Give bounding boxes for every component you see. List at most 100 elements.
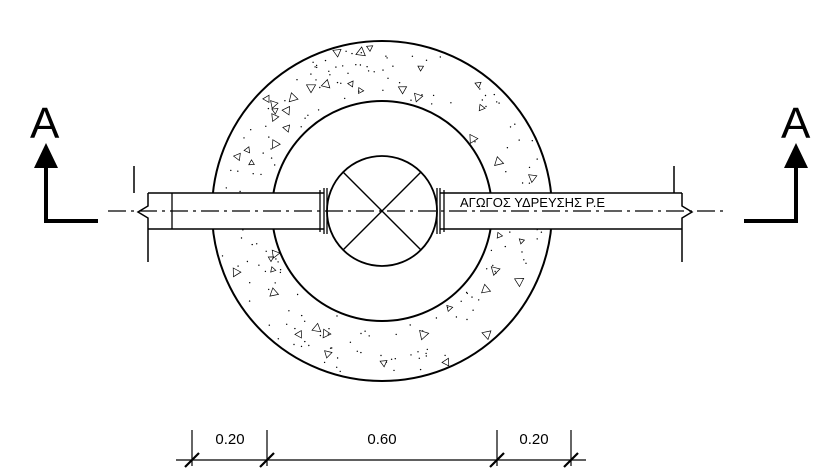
- hatch-triangle: [281, 105, 290, 116]
- hatch-dot: [329, 74, 331, 76]
- hatch-dot: [419, 368, 422, 371]
- hatch-dot: [265, 125, 267, 128]
- section-mark-left: A: [30, 99, 98, 223]
- hatch-dot: [439, 56, 441, 58]
- hatch-dot: [521, 251, 523, 253]
- dimension-inner: 0.60: [367, 431, 396, 448]
- hatch-dot: [279, 271, 282, 274]
- hatch-dot: [315, 79, 317, 81]
- hatch-dot: [425, 59, 428, 61]
- hatch-dot: [373, 71, 375, 73]
- hatch-dot: [455, 316, 458, 318]
- hatch-dot: [301, 314, 303, 317]
- hatch-dot: [466, 292, 468, 295]
- hatch-dot: [249, 282, 251, 284]
- hatch-triangle: [481, 283, 492, 294]
- hatch-dot: [240, 237, 243, 239]
- hatch-triangle: [324, 350, 333, 359]
- hatch-dot: [514, 123, 516, 125]
- hatch-dot: [506, 147, 509, 149]
- hatch-dot: [410, 354, 412, 356]
- hatch-dot: [221, 255, 224, 257]
- hatch-dot: [466, 318, 468, 321]
- hatch-dot: [504, 245, 506, 248]
- hatch-dot: [392, 65, 394, 67]
- hatch-dot: [536, 238, 538, 240]
- hatch-dot: [395, 333, 397, 336]
- hatch-triangle: [419, 329, 430, 341]
- hatch-dot: [382, 89, 384, 92]
- hatch-triangle: [294, 329, 302, 339]
- pipe-label: ΑΓΩΓΟΣ ΥΔΡΕΥΣΗΣ Ρ.Ε: [460, 195, 605, 210]
- hatch-dot: [481, 99, 483, 101]
- hatch-triangle: [305, 84, 317, 94]
- hatch-dot: [336, 366, 338, 368]
- concrete-hatch-pattern: [214, 45, 545, 373]
- hatch-dot: [465, 291, 468, 294]
- hatch-dot: [275, 258, 277, 260]
- hatch-dot: [496, 101, 498, 103]
- hatch-dot: [509, 231, 511, 233]
- hatch-triangle: [243, 146, 251, 154]
- hatch-dot: [431, 103, 433, 105]
- hatch-dot: [486, 268, 488, 270]
- dimension-wall-left: 0.20: [215, 431, 244, 448]
- hatch-dot: [356, 350, 358, 352]
- hatch-dot: [411, 55, 414, 57]
- hatch-dot: [296, 293, 299, 296]
- hatch-dot: [421, 94, 423, 96]
- hatch-dot: [366, 66, 368, 68]
- dimension-chain: [176, 430, 586, 468]
- section-arrow-right-icon: [784, 143, 808, 168]
- hatch-triangle: [271, 113, 280, 123]
- hatch-dot: [368, 335, 370, 337]
- hatch-dot: [495, 272, 497, 274]
- hatch-dot: [296, 79, 298, 81]
- hatch-dot: [237, 170, 239, 172]
- hatch-dot: [239, 190, 241, 193]
- hatch-dot: [324, 59, 327, 62]
- hatch-dot: [315, 64, 318, 67]
- hatch-triangle: [320, 78, 331, 89]
- hatch-triangle: [269, 287, 280, 297]
- hatch-dot: [528, 182, 531, 184]
- hatch-triangle: [332, 48, 342, 58]
- hatch-dot: [329, 347, 332, 349]
- hatch-triangle: [365, 45, 374, 52]
- hatch-dot: [498, 102, 500, 104]
- hatch-dot: [250, 129, 252, 131]
- hatch-triangle: [478, 103, 486, 112]
- hatch-dot: [460, 300, 462, 302]
- hatch-dot: [304, 340, 306, 343]
- hatch-triangle: [272, 139, 281, 150]
- hatch-triangle: [481, 330, 492, 341]
- hatch-dot: [360, 52, 362, 54]
- hatch-triangle: [379, 360, 388, 368]
- section-mark-right: A: [744, 99, 811, 223]
- hatch-dot: [319, 334, 322, 337]
- section-arrow-left-icon: [34, 143, 58, 168]
- hatch-dot: [293, 343, 295, 346]
- hatch-dot: [531, 140, 533, 142]
- pipe-break-left: [133, 166, 149, 262]
- hatch-dot: [336, 357, 339, 359]
- hatch-dot: [230, 169, 232, 172]
- hatch-dot: [308, 344, 310, 347]
- hatch-dot: [274, 164, 276, 166]
- hatch-dot: [270, 148, 272, 150]
- hatch-triangle: [528, 174, 538, 184]
- hatch-triangle: [288, 92, 299, 103]
- hatch-dot: [385, 55, 387, 57]
- hatch-dot: [274, 282, 276, 284]
- hatch-dot: [277, 338, 279, 340]
- hatch-dot: [410, 99, 412, 101]
- hatch-dot: [252, 173, 254, 175]
- hatch-dot: [425, 352, 427, 355]
- hatch-dot: [394, 358, 396, 360]
- hatch-dot: [225, 187, 227, 189]
- hatch-dot: [265, 250, 267, 252]
- hatch-dot: [347, 72, 349, 75]
- hatch-dot: [328, 328, 330, 330]
- hatch-dot: [525, 262, 527, 264]
- hatch-dot: [270, 157, 273, 159]
